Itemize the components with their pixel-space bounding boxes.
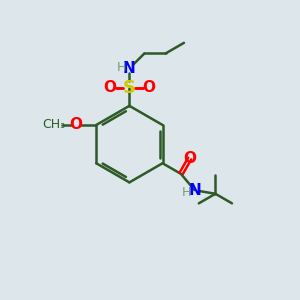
Text: O: O xyxy=(183,151,196,166)
Text: N: N xyxy=(123,61,136,76)
Text: O: O xyxy=(142,80,155,95)
Text: S: S xyxy=(123,79,136,97)
Text: H: H xyxy=(116,61,126,74)
Text: CH₃: CH₃ xyxy=(42,118,65,131)
Text: H: H xyxy=(182,186,191,199)
Text: O: O xyxy=(70,118,83,133)
Text: N: N xyxy=(188,183,201,198)
Text: O: O xyxy=(104,80,117,95)
